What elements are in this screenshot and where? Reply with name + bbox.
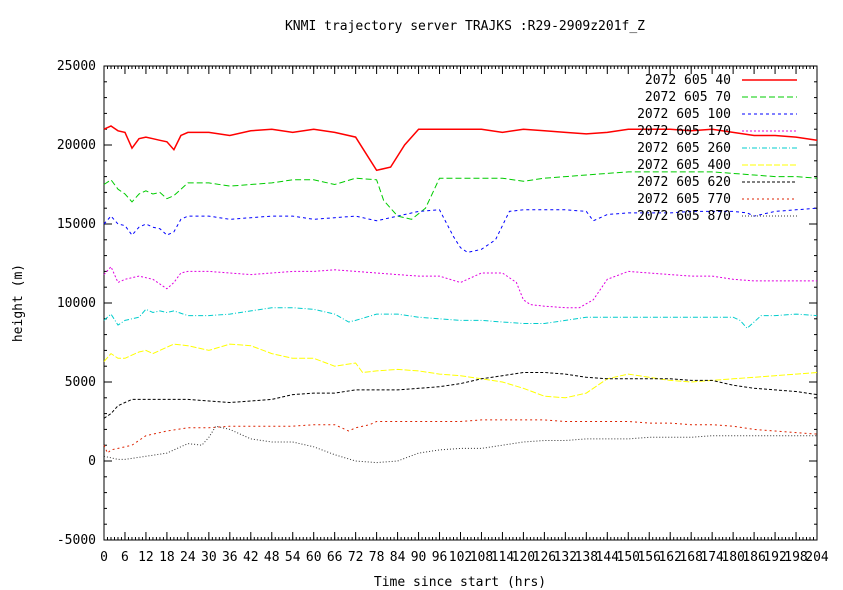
x-tick-label: 42 [243, 550, 259, 565]
x-tick-label: 156 [637, 550, 660, 565]
x-tick-label: 144 [596, 550, 620, 565]
series-line-2 [103, 171, 818, 220]
y-tick-label: 15000 [57, 217, 96, 232]
x-tick-label: 30 [201, 550, 217, 565]
x-tick-label: 84 [390, 550, 406, 565]
legend-label: 2072 605 770 [637, 192, 731, 207]
x-tick-label: 48 [264, 550, 280, 565]
x-tick-label: 180 [721, 550, 744, 565]
y-tick-label: -5000 [57, 533, 96, 548]
x-tick-label: 90 [411, 550, 427, 565]
legend-label: 2072 605 40 [645, 73, 731, 88]
x-tick-label: 60 [306, 550, 322, 565]
x-tick-label: 186 [742, 550, 765, 565]
x-tick-label: 192 [763, 550, 786, 565]
x-tick-label: 126 [533, 550, 556, 565]
x-tick-label: 204 [805, 550, 829, 565]
y-tick-label: 20000 [57, 138, 96, 153]
x-tick-label: 138 [575, 550, 598, 565]
x-tick-label: 132 [554, 550, 577, 565]
x-tick-label: 150 [617, 550, 640, 565]
x-axis-label: Time since start (hrs) [374, 575, 546, 590]
y-tick-label: 10000 [57, 296, 96, 311]
series-line-1 [103, 125, 818, 172]
series-lines [103, 125, 818, 464]
y-tick-label: 25000 [57, 59, 96, 74]
series-line-9 [103, 425, 817, 464]
x-tick-label: 162 [658, 550, 681, 565]
x-tick-label: 54 [285, 550, 301, 565]
legend-label: 2072 605 170 [637, 124, 731, 139]
chart-title: KNMI trajectory server TRAJKS :R29-2909z… [285, 19, 645, 34]
legend-label: 2072 605 260 [637, 141, 731, 156]
legend-label: 2072 605 400 [637, 158, 731, 173]
y-tick-label: 0 [88, 454, 96, 469]
series-line-4 [103, 265, 817, 309]
x-tick-label: 66 [327, 550, 343, 565]
x-tick-label: 114 [491, 550, 515, 565]
legend-label: 2072 605 620 [637, 175, 731, 190]
x-tick-label: 18 [159, 550, 175, 565]
legend-label: 2072 605 70 [645, 90, 731, 105]
series-line-5 [103, 307, 818, 330]
legend-label: 2072 605 100 [637, 107, 731, 122]
series-line-3 [103, 207, 818, 253]
x-tick-label: 36 [222, 550, 238, 565]
series-line-7 [103, 372, 818, 419]
x-tick-label: 24 [180, 550, 196, 565]
x-tick-label: 78 [369, 550, 385, 565]
legend-label: 2072 605 870 [637, 209, 731, 224]
x-tick-label: 102 [449, 550, 472, 565]
x-tick-label: 174 [700, 550, 724, 565]
y-axis-label: height (m) [11, 264, 26, 342]
legend: 2072 605 40 2072 605 70 2072 605 100 2072 6… [637, 73, 797, 224]
x-tick-label: 120 [512, 550, 535, 565]
x-tick-label: 72 [348, 550, 364, 565]
x-tick-label: 96 [432, 550, 448, 565]
x-tick-label: 12 [138, 550, 154, 565]
series-line-8 [103, 419, 818, 454]
x-tick-label: 6 [121, 550, 129, 565]
x-tick-label: 168 [679, 550, 702, 565]
x-tick-label: 198 [784, 550, 807, 565]
series-line-6 [103, 343, 818, 399]
x-tick-label: 108 [470, 550, 493, 565]
y-tick-label: 5000 [65, 375, 96, 390]
x-tick-label: 0 [100, 550, 108, 565]
